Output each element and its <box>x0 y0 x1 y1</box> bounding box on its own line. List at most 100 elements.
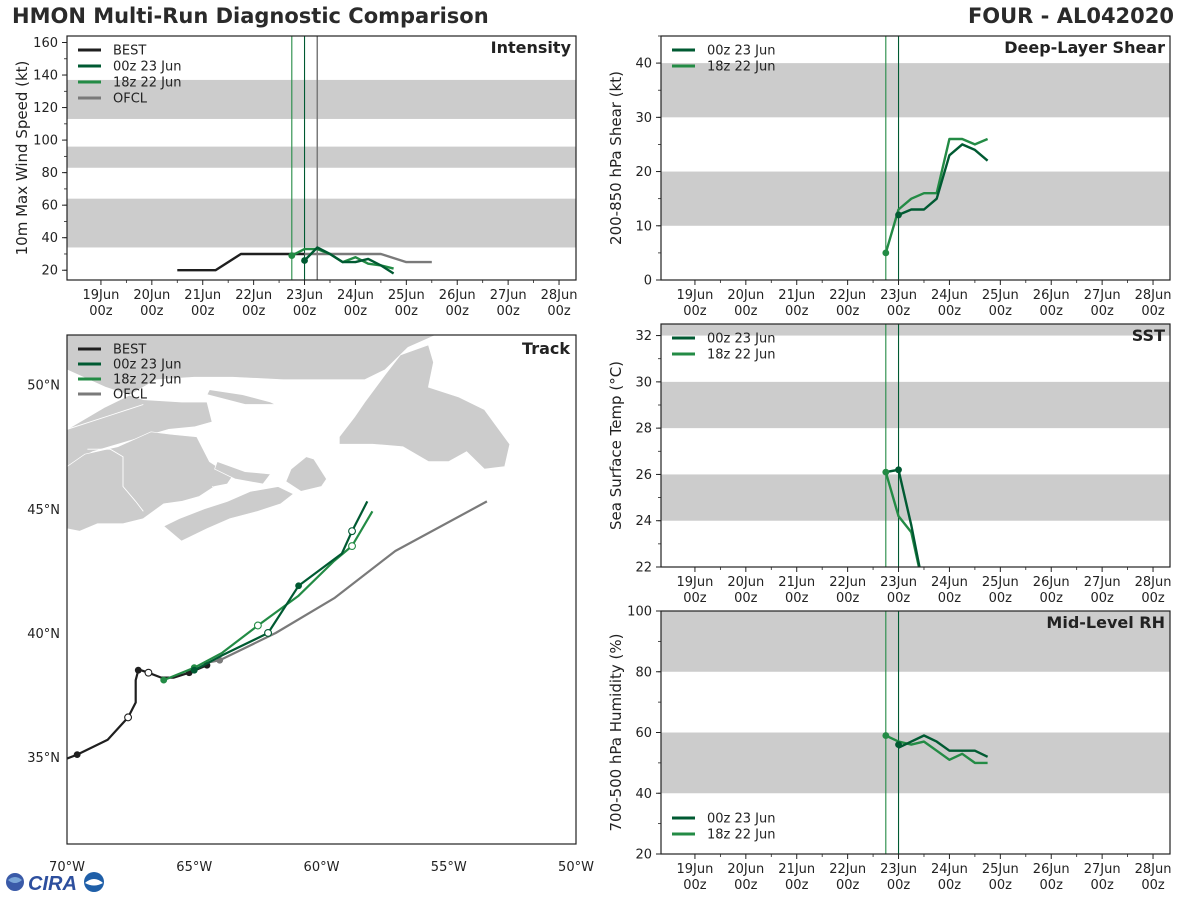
sst-panel: 22242628303219Jun00z20Jun00z21Jun00z22Ju… <box>607 323 1172 606</box>
track-best-open-point <box>124 713 133 722</box>
border-line <box>87 448 144 512</box>
sst-xtick-day: 26Jun <box>1033 575 1070 590</box>
sst-ytick-label: 26 <box>635 468 652 483</box>
sst-xtick-hour: 00z <box>989 591 1013 606</box>
rh-legend-label: 00z 23 Jun <box>707 812 776 827</box>
shear-xtick-hour: 00z <box>734 304 758 319</box>
shear-xtick-hour: 00z <box>1090 304 1114 319</box>
sst-band <box>661 474 1170 521</box>
sst-xtick-day: 20Jun <box>727 575 764 590</box>
intensity-legend-label: 00z 23 Jun <box>113 60 182 75</box>
sst-xtick-hour: 00z <box>836 591 860 606</box>
sst-xtick-hour: 00z <box>734 591 758 606</box>
rh-xtick-hour: 00z <box>1141 878 1165 893</box>
intensity-band <box>67 79 576 119</box>
shear-series-18z-22-jun <box>884 137 989 254</box>
intensity-xtick-day: 20Jun <box>133 288 170 303</box>
intensity-xtick-hour: 00z <box>496 304 520 319</box>
shear-xtick-day: 20Jun <box>727 288 764 303</box>
intensity-legend-label: OFCL <box>113 92 148 107</box>
shear-xtick-day: 19Jun <box>677 288 714 303</box>
track-best-open-point <box>144 668 153 677</box>
track-ofcl-line <box>206 500 488 664</box>
sst-ytick-label: 22 <box>635 561 652 576</box>
intensity-title: Intensity <box>491 38 572 57</box>
land-polygon <box>214 461 272 485</box>
intensity-xtick-hour: 00z <box>446 304 470 319</box>
land-polygon <box>163 486 295 542</box>
track-18z-22-jun-open-point <box>348 542 356 550</box>
sst-ytick-label: 24 <box>635 514 652 529</box>
intensity-ylabel: 10m Max Wind Speed (kt) <box>13 61 31 256</box>
shear-ytick-label: 40 <box>635 57 652 72</box>
rh-xtick-day: 20Jun <box>727 862 764 877</box>
border-line <box>67 404 144 430</box>
rh-series-00z-23-jun <box>897 734 989 758</box>
rh-ytick-label: 20 <box>635 848 652 863</box>
shear-xtick-hour: 00z <box>989 304 1013 319</box>
sst-init-marker <box>895 466 902 474</box>
rh-series-group <box>882 732 989 765</box>
sst-xtick-day: 28Jun <box>1135 575 1172 590</box>
sst-series-group <box>882 466 921 567</box>
rh-xtick-day: 28Jun <box>1135 862 1172 877</box>
shear-band <box>661 171 1170 226</box>
rh-init-marker <box>882 732 890 739</box>
shear-xtick-day: 21Jun <box>778 288 815 303</box>
intensity-ytick-label: 100 <box>33 134 58 149</box>
intensity-xtick-hour: 00z <box>293 304 317 319</box>
intensity-band <box>67 146 576 168</box>
rh-xtick-hour: 00z <box>785 878 809 893</box>
land-polygon <box>338 344 511 470</box>
intensity-xtick-hour: 00z <box>344 304 368 319</box>
track-legend-label: 18z 22 Jun <box>113 373 182 388</box>
sst-xtick-day: 25Jun <box>982 575 1019 590</box>
sst-xtick-hour: 00z <box>1040 591 1064 606</box>
track-18z-22-jun-point <box>160 676 168 684</box>
sst-xtick-hour: 00z <box>938 591 962 606</box>
sst-xtick-hour: 00z <box>683 591 707 606</box>
intensity-series-ofcl <box>304 252 432 264</box>
shear-init-marker <box>882 249 890 257</box>
track-legend-label: OFCL <box>113 388 148 403</box>
track-lat-label: 40°N <box>27 627 60 642</box>
track-legend-label: BEST <box>113 343 146 358</box>
track-18z-22-jun-line <box>163 510 374 682</box>
shear-xtick-hour: 00z <box>683 304 707 319</box>
intensity-xtick-day: 23Jun <box>286 288 323 303</box>
shear-xtick-hour: 00z <box>887 304 911 319</box>
shear-title: Deep-Layer Shear <box>1004 38 1165 57</box>
track-frame <box>66 334 577 845</box>
rh-xtick-day: 19Jun <box>677 862 714 877</box>
shear-series-00z-23-jun <box>898 143 989 217</box>
intensity-ytick-label: 80 <box>41 166 58 181</box>
shear-legend-label: 18z 22 Jun <box>707 60 776 75</box>
track-lat-label: 50°N <box>27 379 60 394</box>
shear-xtick-day: 24Jun <box>931 288 968 303</box>
intensity-ytick-label: 20 <box>41 264 58 279</box>
track-00z-23-jun-open-point <box>264 629 273 637</box>
shear-init-marker <box>895 211 902 219</box>
intensity-series-group <box>177 246 432 275</box>
rh-band <box>661 611 1170 672</box>
sst-xtick-day: 23Jun <box>880 575 917 590</box>
shear-xtick-hour: 00z <box>785 304 809 319</box>
shear-xtick-day: 26Jun <box>1033 288 1070 303</box>
intensity-ytick-label: 120 <box>33 101 58 116</box>
rh-band <box>661 732 1170 794</box>
land-polygon <box>67 335 437 468</box>
rh-xtick-hour: 00z <box>989 878 1013 893</box>
shear-series-group <box>882 137 989 257</box>
intensity-xtick-day: 21Jun <box>184 288 221 303</box>
noaa-seal-bird <box>85 879 103 886</box>
intensity-init-marker <box>288 252 296 259</box>
sst-xtick-hour: 00z <box>887 591 911 606</box>
rh-xtick-day: 23Jun <box>880 862 917 877</box>
track-best-line <box>67 664 208 760</box>
intensity-init-marker <box>301 257 308 264</box>
sst-xtick-day: 22Jun <box>829 575 866 590</box>
shear-xtick-day: 23Jun <box>880 288 917 303</box>
cira-logo: CIRA <box>6 872 104 895</box>
